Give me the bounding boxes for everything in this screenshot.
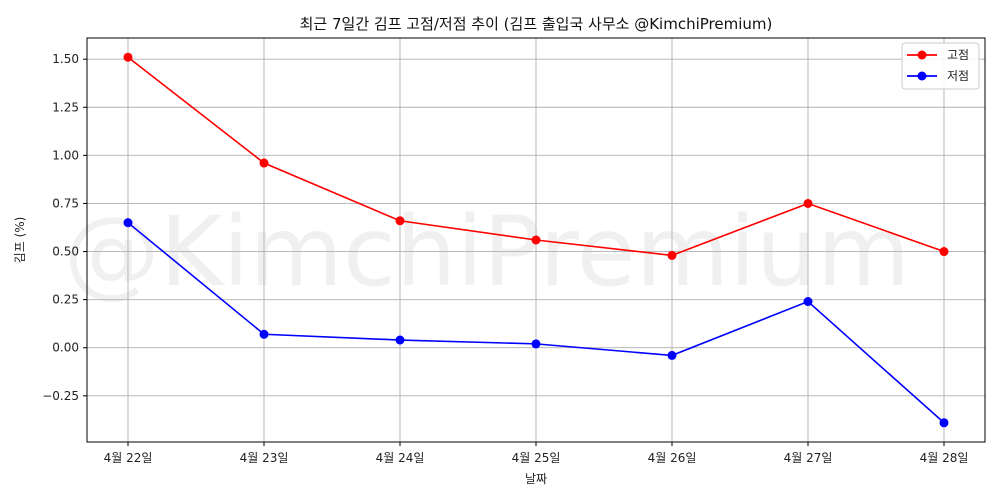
x-tick-label: 4월 28일 — [920, 451, 969, 465]
legend-label-low: 저점 — [947, 69, 969, 83]
x-tick-label: 4월 24일 — [376, 451, 425, 465]
data-point-high — [259, 158, 269, 168]
x-tick-label: 4월 26일 — [648, 451, 697, 465]
data-point-low — [123, 218, 133, 228]
y-tick-label: 0.75 — [52, 196, 79, 210]
legend-marker-low — [917, 71, 927, 81]
chart-title: 최근 7일간 김프 고점/저점 추이 (김프 출입국 사무소 @KimchiPr… — [300, 15, 773, 33]
legend-label-high: 고점 — [947, 48, 969, 62]
data-point-high — [395, 216, 405, 226]
legend: 고점 저점 — [901, 42, 980, 90]
x-tick-label: 4월 27일 — [784, 451, 833, 465]
y-tick-label: −0.25 — [42, 389, 79, 403]
y-tick-label: 1.50 — [52, 52, 79, 66]
data-point-high — [803, 198, 813, 208]
y-tick-label: 0.25 — [52, 293, 79, 307]
x-axis: 4월 22일 4월 23일 4월 24일 4월 25일 4월 26일 4월 27일 4월 2… — [104, 442, 969, 465]
data-point-low — [531, 339, 541, 349]
x-tick-label: 4월 23일 — [240, 451, 289, 465]
data-point-high — [531, 235, 541, 245]
y-tick-label: 1.25 — [52, 100, 79, 114]
y-tick-label: 0.50 — [52, 245, 79, 259]
x-axis-title: 날짜 — [525, 472, 547, 486]
y-tick-label: 1.00 — [52, 148, 79, 162]
data-point-high — [667, 250, 677, 260]
data-point-low — [259, 329, 269, 339]
data-point-high — [939, 247, 949, 257]
watermark: @KimchiPremium — [64, 196, 911, 308]
y-axis: −0.25 0.00 0.25 0.50 0.75 1.00 1.25 1.50 — [42, 52, 87, 403]
legend-marker-high — [917, 50, 927, 60]
y-axis-title: 김프 (%) — [13, 217, 27, 264]
data-point-high — [123, 52, 133, 62]
x-tick-label: 4월 25일 — [512, 451, 561, 465]
data-point-low — [667, 350, 677, 360]
data-point-low — [803, 297, 813, 307]
data-point-low — [939, 418, 949, 428]
y-tick-label: 0.00 — [52, 341, 79, 355]
x-tick-label: 4월 22일 — [104, 451, 153, 465]
series-group — [123, 52, 949, 428]
data-point-low — [395, 335, 405, 345]
